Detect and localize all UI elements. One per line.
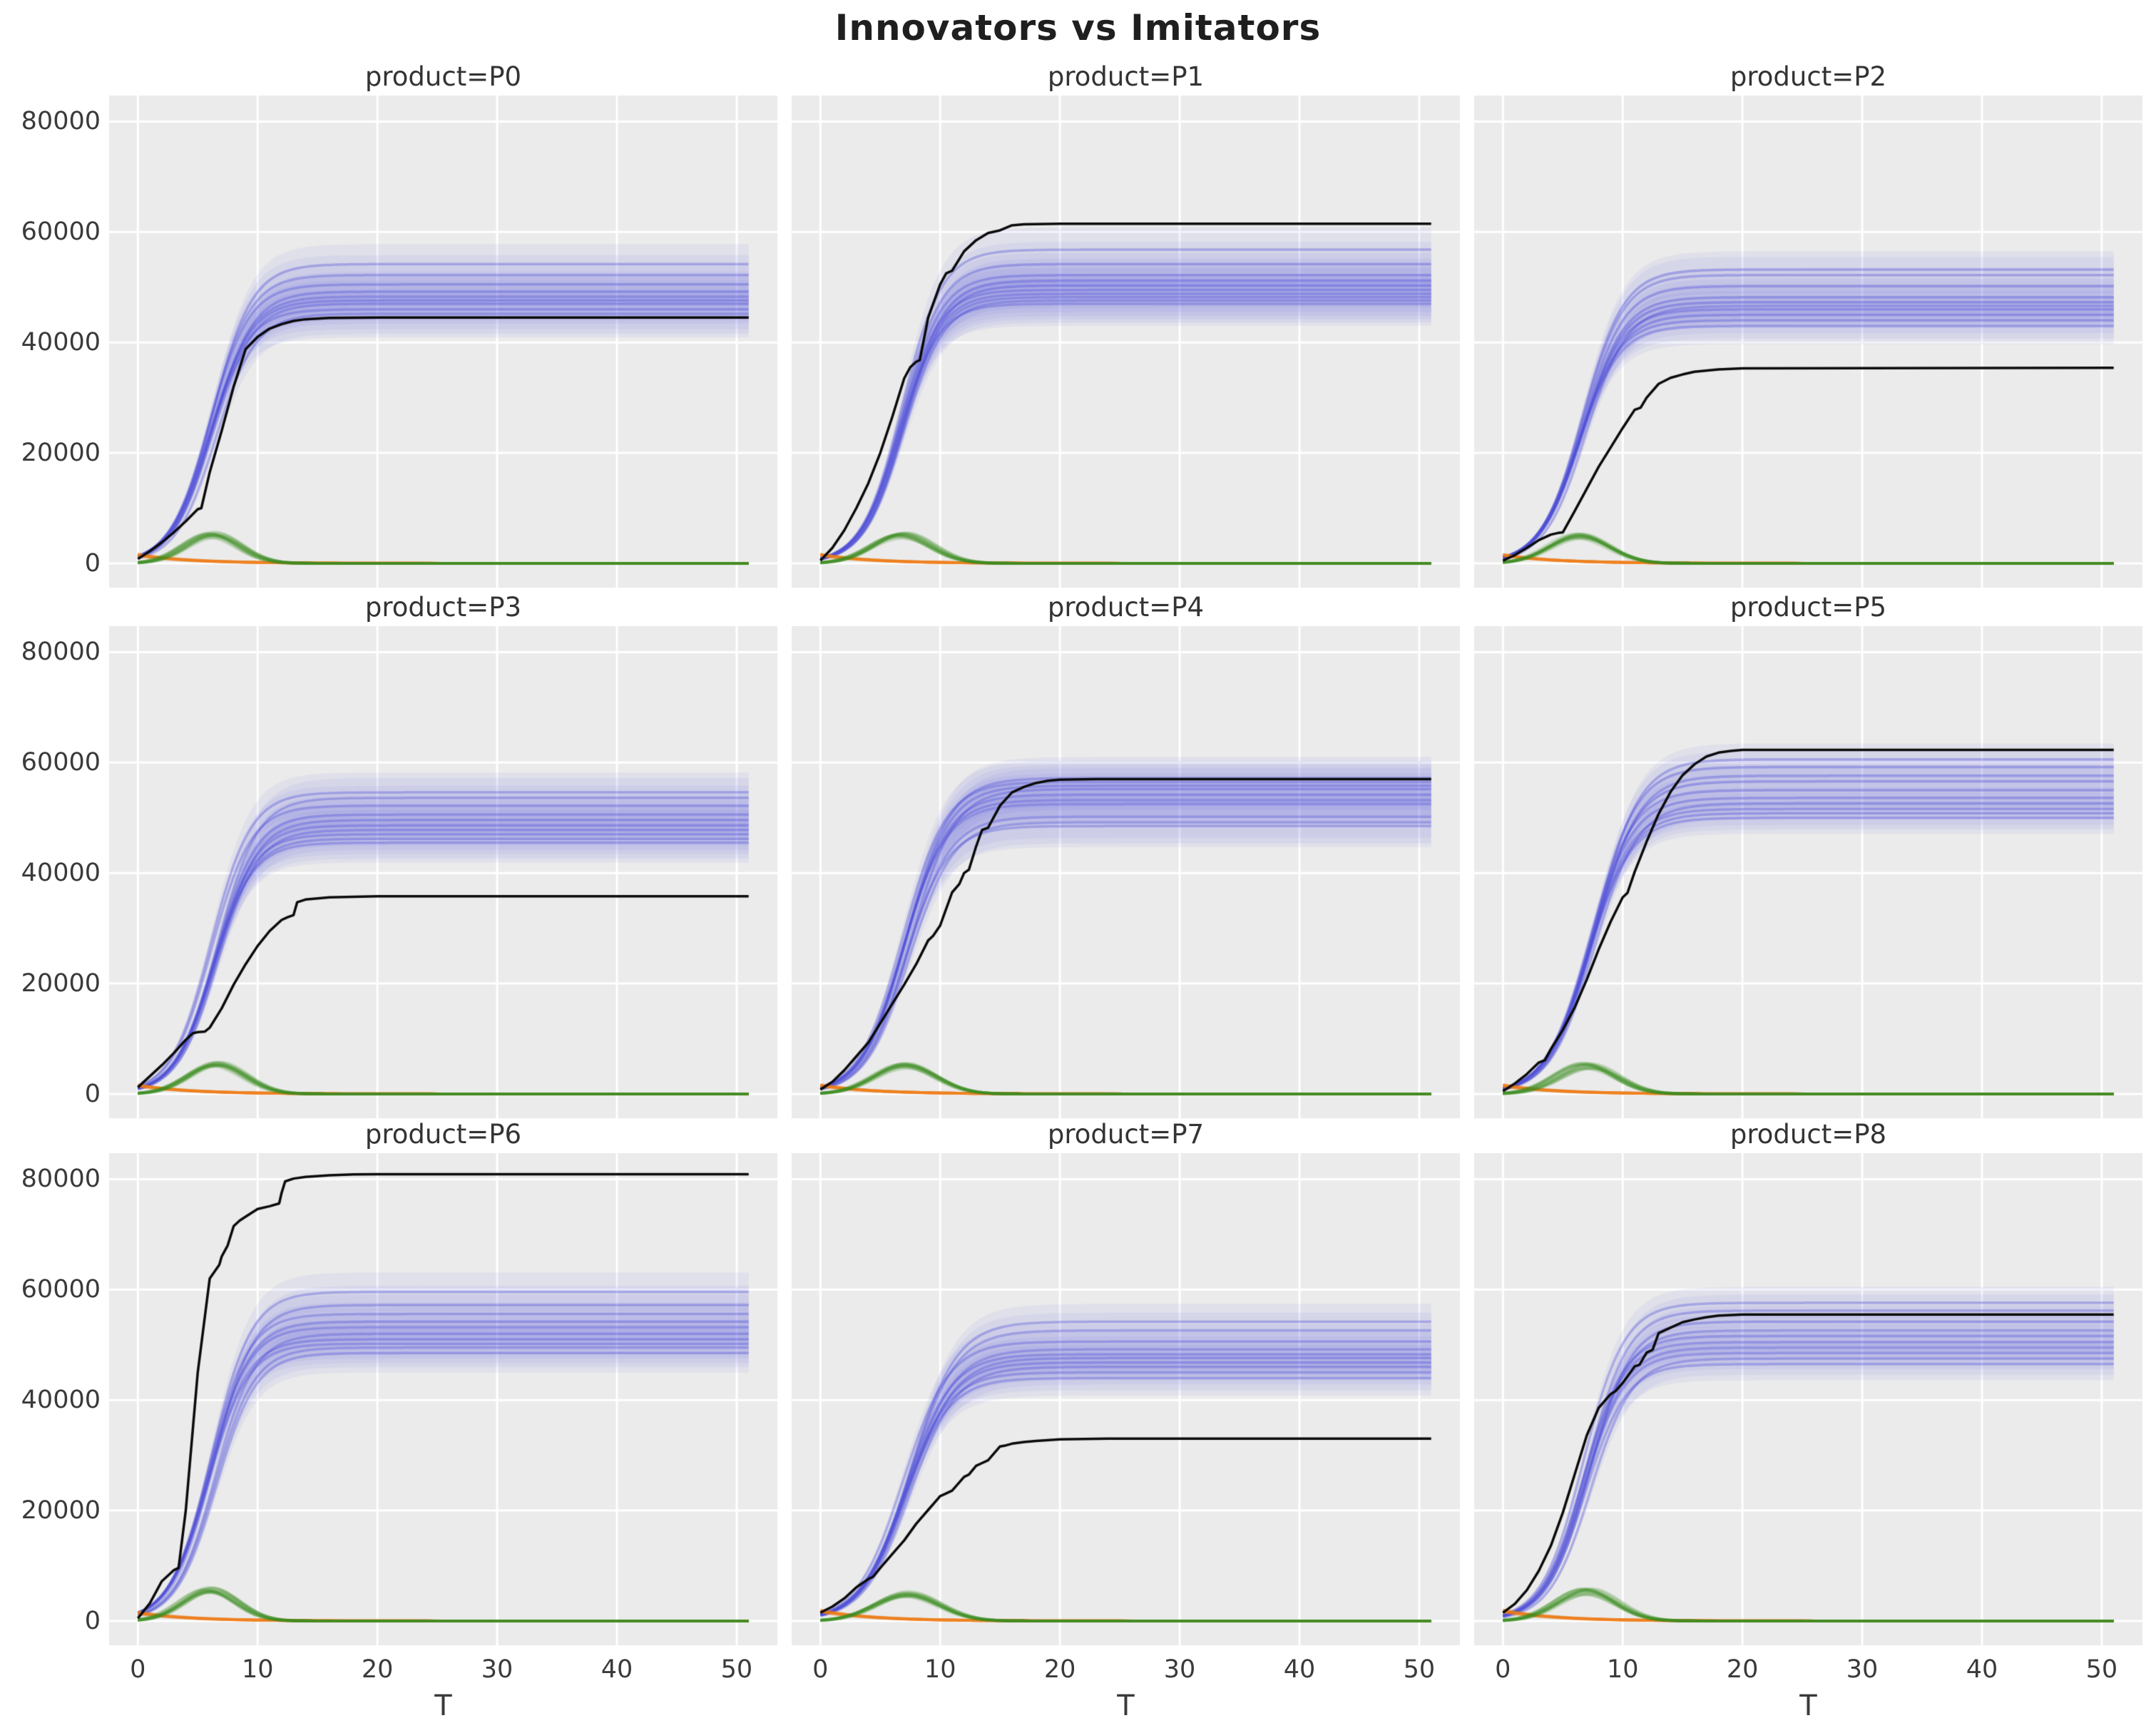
panel-plot-P3 — [109, 626, 777, 1118]
panel-title-P3: product=P3 — [364, 592, 522, 623]
panel-plot-P0 — [109, 96, 777, 588]
facet-panel-P5 — [1474, 626, 2142, 1118]
x-tick-label: 20 — [361, 1655, 394, 1684]
facet-panel-P8 — [1474, 1153, 2142, 1645]
y-tick-label: 40000 — [21, 328, 101, 357]
panel-title-P6: product=P6 — [364, 1119, 522, 1150]
y-tick-label: 20000 — [21, 1496, 101, 1525]
facet-panel-P7 — [792, 1153, 1460, 1645]
panel-plot-P1 — [792, 96, 1460, 588]
facet-panel-P4 — [792, 626, 1460, 1118]
x-tick-label: 10 — [1606, 1655, 1639, 1684]
x-axis-label: T — [1117, 1689, 1135, 1722]
panel-title-P0: product=P0 — [364, 61, 522, 92]
panel-title-P1: product=P1 — [1047, 61, 1205, 92]
x-tick-label: 30 — [1163, 1655, 1196, 1684]
y-tick-label: 40000 — [21, 1386, 101, 1415]
y-tick-label: 80000 — [21, 107, 101, 136]
facet-panel-P2 — [1474, 96, 2142, 588]
x-axis-label: T — [434, 1689, 452, 1722]
y-tick-label: 0 — [84, 548, 101, 578]
x-tick-label: 0 — [1495, 1655, 1511, 1684]
x-tick-label: 50 — [2085, 1655, 2118, 1684]
panel-title-P4: product=P4 — [1047, 592, 1205, 623]
y-tick-label: 0 — [84, 1606, 101, 1635]
x-tick-label: 0 — [130, 1655, 146, 1684]
y-tick-label: 40000 — [21, 859, 101, 888]
x-tick-label: 10 — [924, 1655, 956, 1684]
facet-panel-P1 — [792, 96, 1460, 588]
y-tick-label: 80000 — [21, 1165, 101, 1194]
x-tick-label: 50 — [1403, 1655, 1436, 1684]
facet-panel-P3 — [109, 626, 777, 1118]
panel-plot-P2 — [1474, 96, 2142, 588]
y-tick-label: 20000 — [21, 439, 101, 468]
panel-plot-P5 — [1474, 626, 2142, 1118]
x-tick-label: 10 — [241, 1655, 274, 1684]
y-tick-label: 60000 — [21, 748, 101, 777]
panel-plot-P6 — [109, 1153, 777, 1645]
facet-panel-P6 — [109, 1153, 777, 1645]
x-tick-label: 20 — [1726, 1655, 1759, 1684]
figure-title: Innovators vs Imitators — [834, 7, 1322, 48]
y-tick-label: 0 — [84, 1079, 101, 1108]
y-tick-label: 80000 — [21, 638, 101, 667]
x-tick-label: 40 — [1966, 1655, 1998, 1684]
y-tick-label: 20000 — [21, 969, 101, 998]
panel-title-P7: product=P7 — [1047, 1119, 1205, 1150]
y-tick-label: 60000 — [21, 1275, 101, 1304]
x-tick-label: 30 — [1846, 1655, 1879, 1684]
x-tick-label: 40 — [601, 1655, 633, 1684]
x-tick-label: 0 — [812, 1655, 829, 1684]
x-tick-label: 50 — [720, 1655, 753, 1684]
panel-title-P5: product=P5 — [1730, 592, 1887, 623]
panel-plot-P7 — [792, 1153, 1460, 1645]
facet-panel-P0 — [109, 96, 777, 588]
panel-plot-P4 — [792, 626, 1460, 1118]
x-tick-label: 30 — [481, 1655, 514, 1684]
panel-title-P8: product=P8 — [1730, 1119, 1887, 1150]
panel-plot-P8 — [1474, 1153, 2142, 1645]
x-tick-label: 40 — [1283, 1655, 1316, 1684]
panel-title-P2: product=P2 — [1730, 61, 1887, 92]
x-axis-label: T — [1799, 1689, 1817, 1722]
y-tick-label: 60000 — [21, 218, 101, 247]
x-tick-label: 20 — [1043, 1655, 1076, 1684]
